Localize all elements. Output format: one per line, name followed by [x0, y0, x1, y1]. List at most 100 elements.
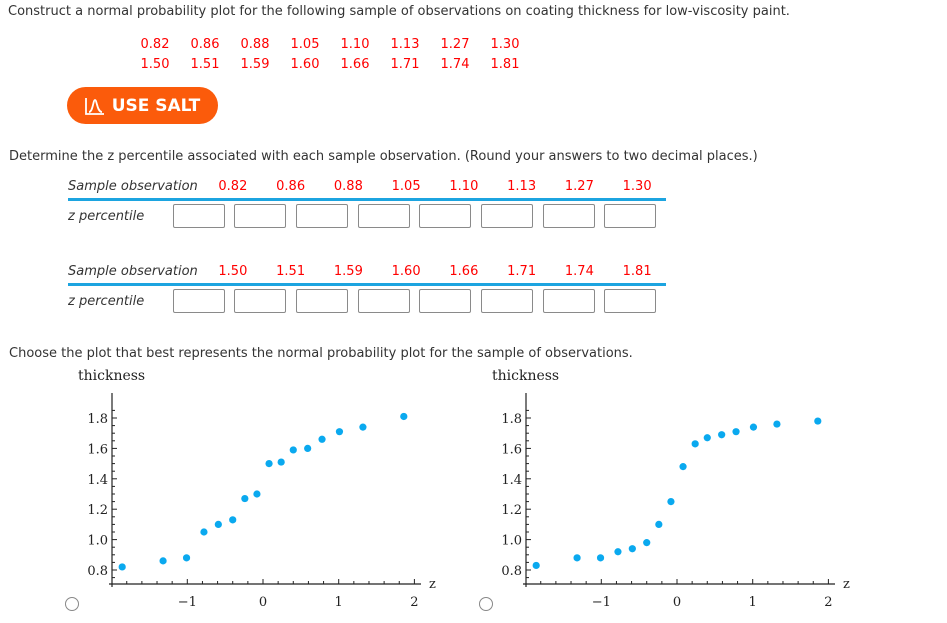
x-axis-label: z	[429, 577, 436, 592]
observation-value: 1.66	[449, 263, 479, 279]
plot-option-b-radio[interactable]	[479, 597, 493, 611]
observation-value: 0.86	[276, 178, 306, 194]
sample-value: 1.71	[390, 57, 420, 72]
data-point	[596, 554, 605, 562]
y-tick-label: 0.8	[501, 564, 522, 579]
observation-value: 1.50	[218, 263, 248, 279]
observation-value: 1.51	[276, 263, 306, 279]
z-percentile-input[interactable]	[172, 204, 225, 228]
divider	[68, 283, 666, 286]
sample-value: 1.74	[440, 57, 470, 72]
data-point	[265, 460, 273, 468]
sample-value: 1.27	[440, 37, 470, 52]
use-salt-button[interactable]: USE SALT	[67, 87, 218, 124]
z-percentile-input[interactable]	[604, 289, 657, 313]
z-percentile-row: z percentile	[68, 201, 666, 231]
x-tick-label: 1	[749, 595, 757, 610]
row-label: Sample observation	[68, 178, 198, 194]
z-percentile-input[interactable]	[172, 289, 225, 313]
z-percentile-input[interactable]	[234, 289, 287, 313]
chart-title: thickness	[78, 368, 146, 384]
row-label: z percentile	[68, 293, 145, 309]
x-tick-label: 1	[335, 595, 343, 610]
sample-values: 0.82 0.86 0.88 1.05 1.10 1.13 1.27 1.30 …	[130, 37, 530, 72]
z-percentile-input[interactable]	[542, 204, 595, 228]
data-point	[229, 516, 237, 524]
observation-value: 1.05	[391, 178, 421, 194]
data-point	[182, 554, 191, 562]
sample-value: 1.50	[140, 57, 170, 72]
data-point	[241, 494, 249, 503]
y-tick-label: 1.8	[87, 412, 108, 427]
choose-plot-text: Choose the plot that best represents the…	[9, 346, 633, 361]
y-tick-label: 1.0	[87, 534, 108, 549]
data-point	[159, 557, 167, 565]
z-percentile-input[interactable]	[542, 289, 595, 313]
sample-value: 1.66	[340, 57, 370, 72]
z-percentile-input[interactable]	[295, 289, 348, 313]
sample-value: 1.81	[490, 57, 520, 72]
data-point	[732, 428, 740, 436]
observation-value: 1.27	[564, 178, 594, 194]
y-tick-label: 1.2	[87, 503, 108, 518]
data-point	[277, 458, 285, 466]
observation-value: 1.30	[622, 178, 652, 194]
sample-value: 0.86	[190, 37, 220, 52]
data-point	[814, 417, 822, 425]
data-point	[573, 554, 581, 562]
data-point	[304, 444, 312, 452]
data-point	[643, 539, 651, 547]
sample-value: 0.88	[240, 37, 270, 52]
plot-option-a-radio[interactable]	[65, 597, 79, 611]
z-percentile-input[interactable]	[419, 289, 472, 313]
observation-value: 1.59	[333, 263, 363, 279]
y-tick-label: 1.6	[87, 442, 108, 457]
observation-value: 0.82	[218, 178, 248, 194]
data-point	[667, 498, 675, 506]
use-salt-label: USE SALT	[111, 95, 201, 116]
z-percentile-input[interactable]	[357, 204, 410, 228]
data-point	[532, 561, 540, 570]
row-label: z percentile	[68, 208, 145, 224]
observation-value: 1.60	[391, 263, 421, 279]
data-point	[359, 423, 367, 431]
x-tick-label: 2	[824, 595, 832, 610]
question-prompt: Construct a normal probability plot for …	[8, 4, 790, 19]
sample-value: 1.30	[490, 37, 520, 52]
data-point	[335, 428, 344, 436]
data-point	[200, 528, 208, 536]
x-axis-label: z	[843, 577, 850, 592]
data-point	[691, 440, 699, 448]
sample-observation-row: Sample observation 1.50 1.51 1.59 1.60 1…	[68, 259, 666, 283]
normal-probability-plot-option-b: −1 0 1 2 0.8 1.0 1.2 1.4 1.6 1.8 z	[501, 393, 850, 610]
sample-value: 1.13	[390, 37, 420, 52]
y-tick-label: 1.6	[501, 442, 522, 457]
data-point	[253, 490, 261, 498]
data-point	[773, 420, 781, 428]
sample-value: 1.60	[290, 57, 320, 72]
sample-value: 0.82	[140, 37, 170, 52]
z-percentile-input[interactable]	[357, 289, 410, 313]
row-label: Sample observation	[68, 263, 198, 279]
y-tick-label: 1.4	[501, 473, 522, 488]
y-tick-label: 1.2	[501, 503, 522, 518]
data-point	[614, 548, 622, 556]
data-point	[214, 520, 222, 528]
z-percentile-input[interactable]	[419, 204, 472, 228]
observation-value: 1.10	[449, 178, 479, 194]
z-percentile-input[interactable]	[234, 204, 287, 228]
z-percentile-input[interactable]	[604, 204, 657, 228]
instructions-text: Determine the z percentile associated wi…	[9, 149, 758, 164]
normal-probability-plot-option-a: −1 0 1 2 0.8 1.0 1.2 1.4 1.6 1.8 z	[87, 393, 436, 610]
z-percentile-input[interactable]	[480, 289, 533, 313]
z-percentile-row: z percentile	[68, 286, 666, 316]
y-tick-label: 1.4	[87, 473, 108, 488]
observation-value: 0.88	[333, 178, 363, 194]
data-point	[628, 545, 636, 553]
sample-value: 1.10	[340, 37, 370, 52]
z-percentile-input[interactable]	[480, 204, 533, 228]
data-point	[118, 563, 126, 571]
z-percentile-input[interactable]	[295, 204, 348, 228]
data-point	[318, 435, 326, 443]
x-tick-label: 0	[673, 595, 681, 610]
